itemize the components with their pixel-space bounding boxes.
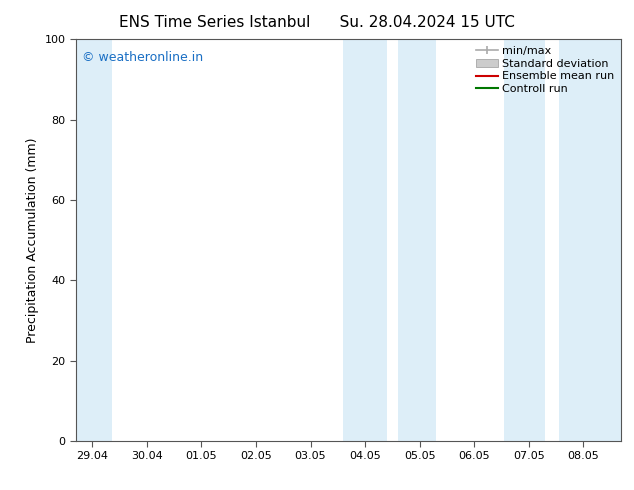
Text: ENS Time Series Istanbul      Su. 28.04.2024 15 UTC: ENS Time Series Istanbul Su. 28.04.2024 … xyxy=(119,15,515,30)
Bar xyxy=(343,39,387,441)
Y-axis label: Precipitation Accumulation (mm): Precipitation Accumulation (mm) xyxy=(26,137,39,343)
Legend: min/max, Standard deviation, Ensemble mean run, Controll run: min/max, Standard deviation, Ensemble me… xyxy=(472,43,618,98)
Bar xyxy=(559,39,621,441)
Bar xyxy=(398,39,436,441)
Bar xyxy=(504,39,545,441)
Bar xyxy=(76,39,112,441)
Text: © weatheronline.in: © weatheronline.in xyxy=(82,51,203,64)
